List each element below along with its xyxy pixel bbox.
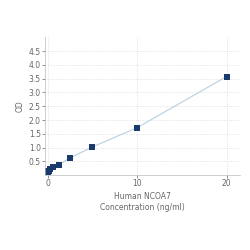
Point — [57, 162, 61, 166]
X-axis label: Human NCOA7
Concentration (ng/ml): Human NCOA7 Concentration (ng/ml) — [100, 192, 185, 212]
Point — [48, 167, 52, 171]
Point — [51, 165, 55, 169]
Point — [68, 156, 72, 160]
Point — [46, 170, 50, 174]
Point — [224, 74, 228, 78]
Point — [135, 126, 139, 130]
Point — [90, 145, 94, 149]
Y-axis label: OD: OD — [16, 100, 24, 112]
Point — [47, 168, 51, 172]
Point — [46, 170, 50, 173]
